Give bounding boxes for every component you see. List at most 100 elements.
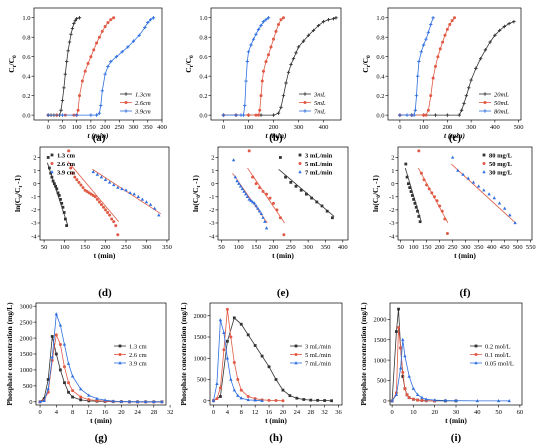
fit-line [417, 167, 449, 224]
y-tick-label: 2 [33, 155, 36, 162]
data-point [438, 204, 442, 208]
legend: 1.3 cm 2.6 cm3.9 cm [114, 343, 147, 367]
data-point [448, 23, 452, 27]
legend-label: 0.05 mol/L [485, 360, 514, 367]
data-point [144, 200, 149, 204]
data-point [420, 399, 424, 403]
data-point [87, 393, 91, 397]
data-point [403, 354, 407, 358]
data-point [394, 330, 398, 333]
data-point [475, 399, 479, 403]
data-point [239, 396, 243, 400]
data-point [69, 166, 73, 170]
legend-label: 20mL [494, 91, 509, 98]
data-point [128, 190, 132, 195]
data-point [114, 224, 118, 228]
data-point [289, 180, 293, 184]
panel-caption: (e) [277, 287, 290, 299]
x-tick-label: 200 [435, 244, 445, 251]
data-point [502, 206, 507, 210]
series-line [213, 319, 263, 402]
y-tick-label: 1000 [194, 355, 207, 362]
plot-frame [387, 7, 522, 121]
data-point [430, 191, 434, 195]
x-tick-label: 0 [212, 409, 215, 416]
data-point [417, 149, 421, 153]
data-point [69, 32, 73, 36]
data-point [110, 217, 114, 221]
data-point [302, 398, 306, 401]
data-point [404, 162, 408, 166]
data-point [251, 37, 256, 41]
series-black [390, 307, 458, 403]
series-red [417, 149, 449, 235]
data-point [407, 396, 411, 400]
data-point [79, 395, 83, 399]
data-point [401, 370, 405, 374]
data-point [320, 204, 324, 208]
data-point [71, 171, 75, 175]
legend-marker [50, 170, 54, 174]
y-axis-label: ln(C0/Ct -1) [13, 175, 24, 212]
data-point [46, 378, 50, 381]
y-axis-label: Phosphate concentration (mg/L) [5, 302, 14, 406]
series-red [390, 325, 437, 403]
series-blue [398, 16, 435, 117]
data-point [433, 113, 438, 117]
y-tick-label: 0.4 [199, 73, 208, 80]
data-point [260, 354, 264, 358]
panel-caption: (c) [449, 132, 462, 144]
data-point [106, 64, 110, 69]
data-point [235, 179, 239, 183]
data-point [66, 361, 71, 365]
data-point [294, 51, 298, 55]
x-axis-label: t (min) [454, 251, 476, 260]
data-point [326, 17, 331, 22]
panel-g: 0 4 8 12 16 20 24 28 32 0 500 1000 1500 2000 2500 3000 t… [5, 302, 173, 444]
y-tick-label: 2 [391, 155, 394, 162]
data-point [267, 53, 270, 57]
data-point [440, 209, 444, 213]
y-tick-label: -2 [389, 207, 394, 214]
data-point [111, 399, 115, 403]
y-tick-label: 0 [29, 399, 32, 406]
x-tick-label: 24 [294, 409, 301, 416]
data-point [471, 180, 476, 184]
panel-h: 0 4 8 12 16 20 24 28 32 36 0 500 1000 1500 2000 t (min)… [179, 302, 343, 444]
series-blue [211, 318, 264, 402]
legend-marker [118, 344, 122, 348]
data-point [231, 158, 236, 162]
data-point [399, 346, 403, 350]
y-tick-label: 0.8 [22, 34, 30, 41]
data-point [401, 375, 405, 378]
data-point [438, 47, 442, 51]
x-axis-label: t (min) [272, 251, 294, 260]
data-point [279, 18, 283, 22]
data-point [398, 366, 403, 370]
data-point [74, 17, 79, 21]
series-red [398, 16, 456, 117]
data-point [443, 398, 448, 402]
x-tick-label: 16 [102, 409, 109, 416]
legend-marker [50, 162, 54, 165]
legend-marker [474, 361, 478, 365]
data-point [148, 17, 153, 22]
x-tick-label: 100 [419, 124, 429, 131]
y-tick-label: 0.8 [199, 34, 207, 41]
y-tick-label: 0.4 [376, 73, 385, 80]
legend-marker [482, 170, 486, 174]
data-point [259, 211, 264, 216]
panel-caption: (d) [98, 287, 112, 299]
data-point [62, 211, 66, 214]
y-axis-label: Ct/C0 [184, 55, 195, 73]
data-point [78, 387, 83, 391]
y-tick-label: 2 [211, 155, 214, 162]
data-point [429, 22, 433, 27]
data-point [95, 172, 100, 176]
x-tick-label: 200 [443, 124, 453, 131]
plot-frame [39, 146, 170, 241]
y-axis-label: Phosphate concentration (mg/L) [179, 302, 188, 406]
data-point [450, 155, 455, 159]
plot-frame [397, 146, 533, 241]
